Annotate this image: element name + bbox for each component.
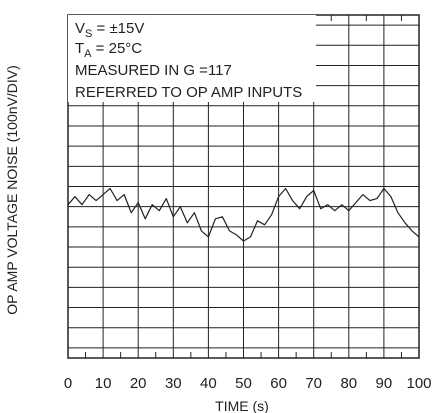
x-tick-label: 50 — [235, 375, 252, 392]
noise-series-line — [67, 187, 420, 242]
x-tick-label: 60 — [270, 375, 287, 392]
x-tick-label: 40 — [200, 375, 217, 392]
x-tick-label: 70 — [305, 375, 322, 392]
annotation-supply: VS = ±15V — [75, 20, 144, 40]
x-tick-label: 20 — [130, 375, 147, 392]
x-tick-labels: 0 10 20 30 40 50 60 70 80 90 100 — [64, 375, 432, 392]
annotation-temperature: TA = 25°C — [75, 40, 142, 60]
x-axis-title: TIME (s) — [215, 398, 269, 413]
x-tick-label: 80 — [340, 375, 357, 392]
annotation-box — [68, 15, 316, 102]
x-tick-label: 10 — [95, 375, 112, 392]
x-tick-label: 30 — [165, 375, 182, 392]
annotation-referred: REFERRED TO OP AMP INPUTS — [75, 84, 302, 101]
y-axis-title: OP AMP VOLTAGE NOISE (100nV/DIV) — [4, 65, 20, 315]
x-tick-label: 90 — [376, 375, 393, 392]
annotation-gain: MEASURED IN G =117 — [75, 62, 232, 79]
x-tick-label: 100 — [406, 375, 431, 392]
x-tick-label: 0 — [64, 375, 72, 392]
